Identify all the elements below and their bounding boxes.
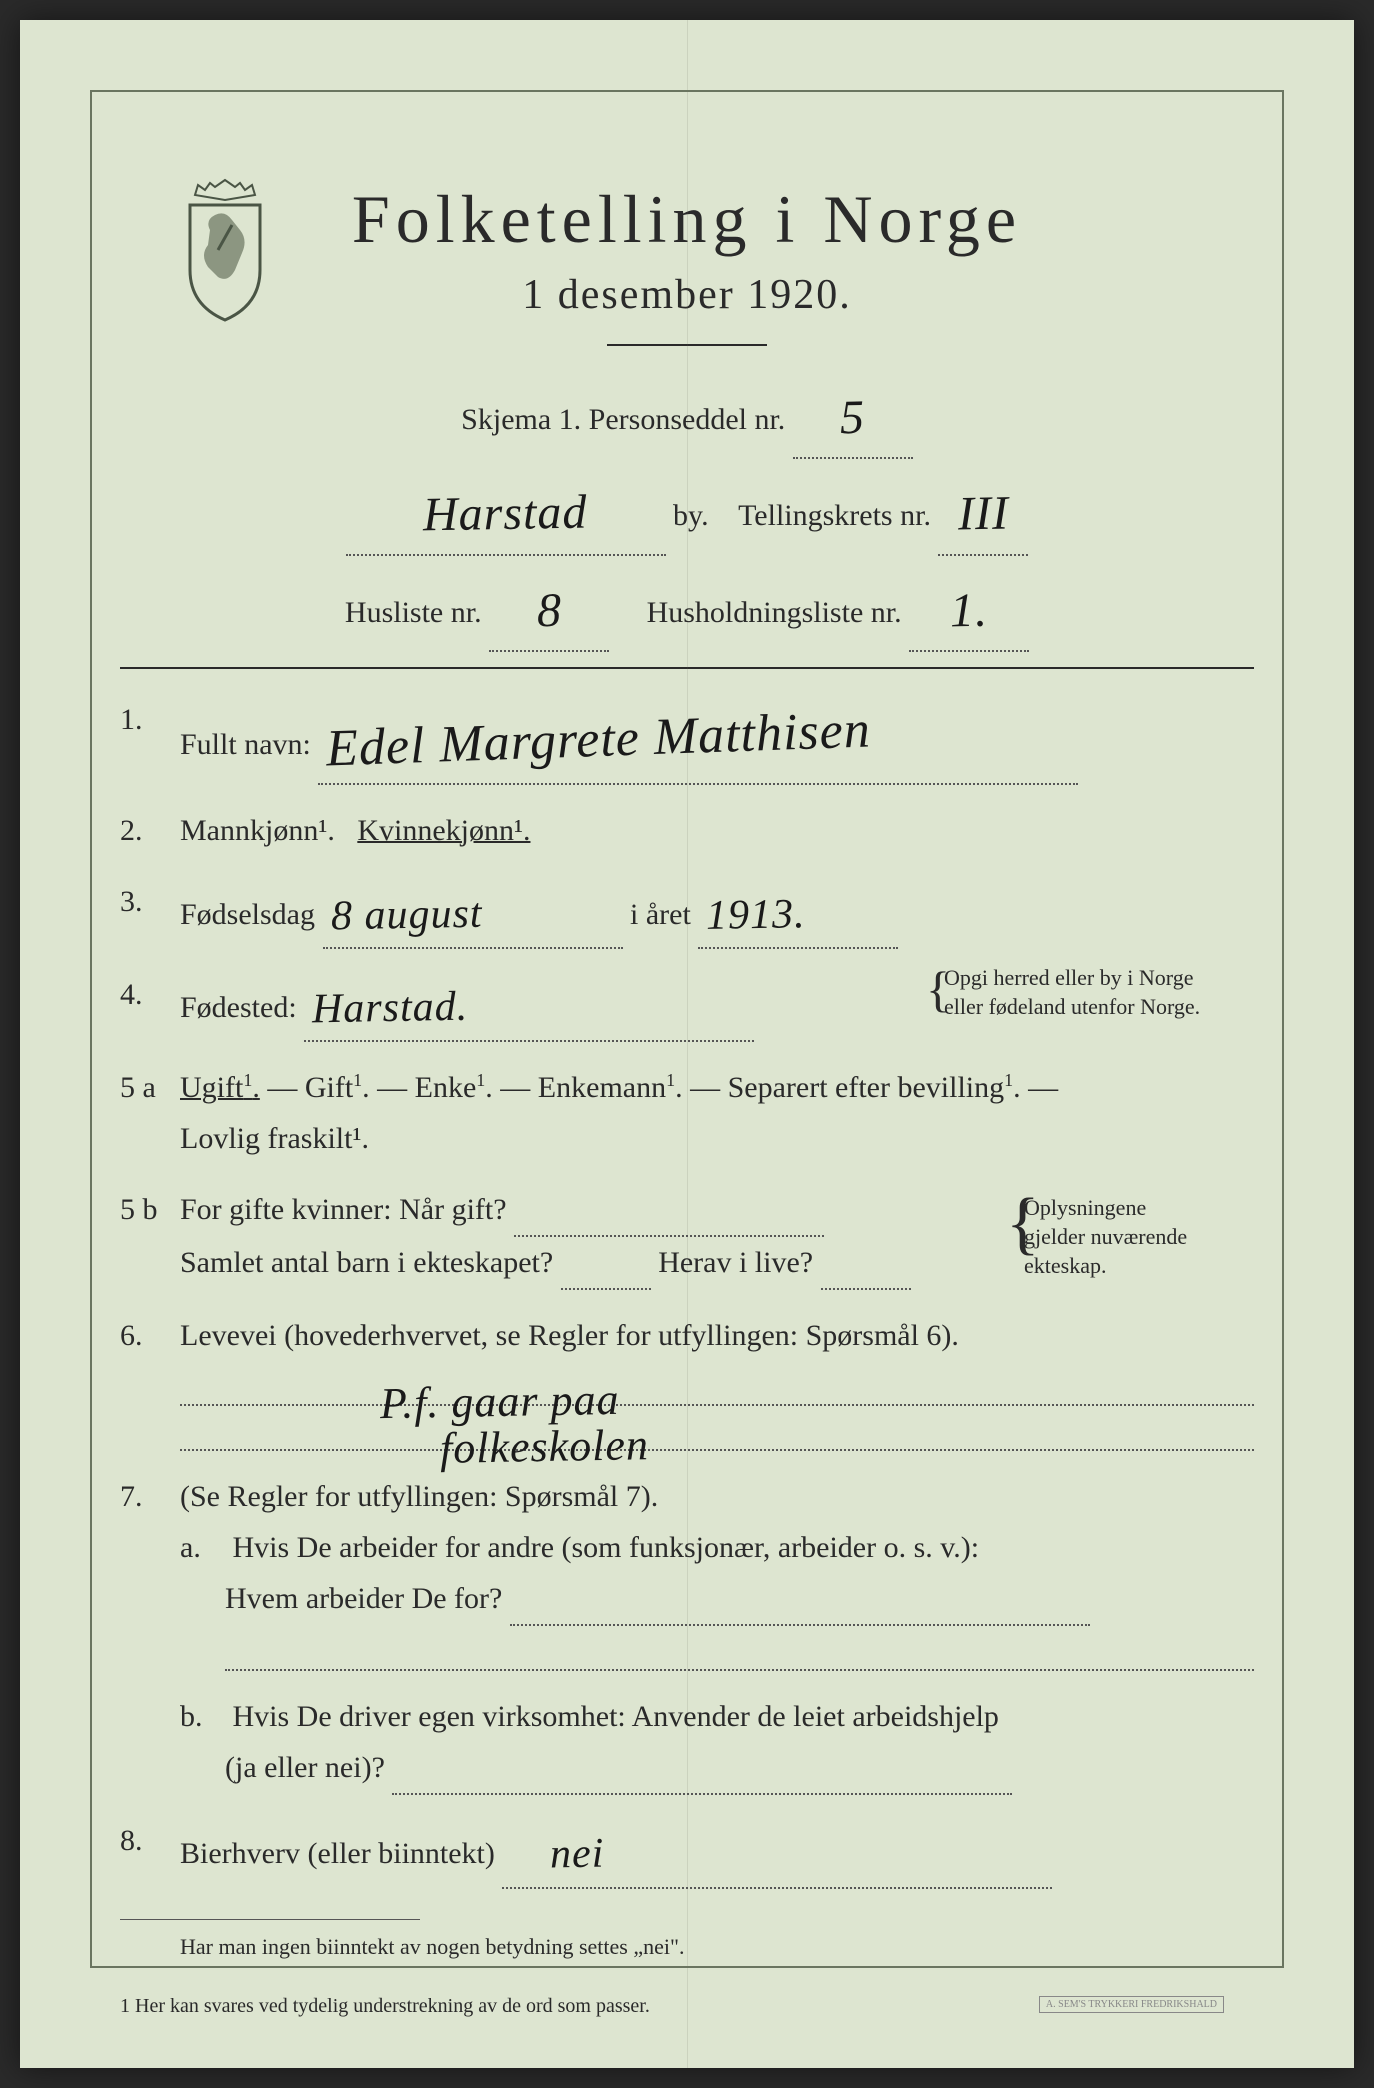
husliste-line: Husliste nr. 8 Husholdningsliste nr. 1.: [160, 564, 1214, 652]
q4-note-l1: Opgi herred eller by i Norge: [944, 965, 1193, 990]
by-line: Harstad by. Tellingskrets nr. III: [160, 467, 1214, 555]
q5b-label3: Herav i live?: [658, 1246, 813, 1279]
q7a-label: Hvis De arbeider for andre (som funksjon…: [233, 1531, 980, 1564]
q7a-q: Hvem arbeider De for?: [180, 1582, 502, 1615]
q3-mid: i året: [630, 898, 691, 931]
q8-label: Bierhverv (eller biinntekt): [180, 1837, 495, 1870]
q5b-num: 5 b: [120, 1184, 180, 1290]
q1-num: 1.: [120, 694, 180, 784]
q5b-note-l2: gjelder nuværende: [1024, 1224, 1187, 1249]
q8-row: 8. Bierhverv (eller biinntekt) nei: [120, 1815, 1254, 1888]
skjema-label: Skjema 1. Personseddel nr.: [461, 403, 785, 436]
q4-value: Harstad.: [312, 972, 469, 1046]
q5b-side-note: { Oplysningene gjelder nuværende ekteska…: [1024, 1194, 1254, 1280]
bracket-icon: {: [926, 964, 950, 1014]
q5a-num: 5 a: [120, 1062, 180, 1164]
q3-num: 3.: [120, 876, 180, 949]
personseddel-line: Skjema 1. Personseddel nr. 5: [160, 371, 1214, 459]
husholdning-label: Husholdningsliste nr.: [647, 596, 902, 629]
by-label: by.: [673, 499, 709, 532]
q5b-label1: For gifte kvinner: Når gift?: [180, 1193, 507, 1226]
husliste-label: Husliste nr.: [345, 596, 482, 629]
q2-kvinne: Kvinnekjønn¹.: [357, 814, 530, 847]
tellingskrets-value: III: [957, 471, 1009, 558]
q2-num: 2.: [120, 805, 180, 856]
husliste-value: 8: [536, 568, 563, 655]
q6-value-l2: folkeskolen: [439, 1409, 649, 1487]
q1-label: Fullt navn:: [180, 728, 311, 761]
q5a-opt2: Lovlig fraskilt¹.: [180, 1122, 369, 1155]
q8-value: nei: [550, 1819, 606, 1891]
q4-row: 4. Fødested: Harstad. { Opgi herred elle…: [120, 969, 1254, 1042]
q7a-letter: a.: [180, 1522, 225, 1573]
printer-mark: A. SEM'S TRYKKERI FREDRIKSHALD: [1039, 1996, 1224, 2013]
census-form-page: Folketelling i Norge 1 desember 1920. Sk…: [20, 20, 1354, 2068]
q1-row: 1. Fullt navn: Edel Margrete Matthisen: [120, 694, 1254, 784]
q5a-selected: Ugift1.: [180, 1071, 260, 1104]
q7b-q: (ja eller nei)?: [180, 1751, 385, 1784]
coat-of-arms-icon: [170, 175, 280, 325]
form-meta-section: Skjema 1. Personseddel nr. 5 Harstad by.…: [120, 371, 1254, 652]
tellingskrets-label: Tellingskrets nr.: [738, 499, 931, 532]
q7b-label: Hvis De driver egen virksomhet: Anvender…: [233, 1700, 999, 1733]
q5b-note-l1: Oplysningene: [1024, 1195, 1146, 1220]
bottom-instruction: 1 Her kan svares ved tydelig understrekn…: [120, 1995, 650, 2018]
q3-label: Fødselsdag: [180, 898, 315, 931]
q5b-label2: Samlet antal barn i ekteskapet?: [180, 1246, 553, 1279]
q7b-letter: b.: [180, 1691, 225, 1742]
q6-label: Levevei (hovederhvervet, se Regler for u…: [180, 1319, 959, 1352]
bracket-icon: {: [1006, 1189, 1040, 1259]
husholdning-value: 1.: [949, 567, 989, 654]
q3-year-value: 1913.: [706, 879, 807, 952]
q4-num: 4.: [120, 969, 180, 1042]
q2-mann: Mannkjønn¹.: [180, 814, 335, 847]
footnote-divider: [120, 1919, 420, 1920]
q3-day-value: 8 august: [330, 878, 483, 952]
q5b-row: 5 b For gifte kvinner: Når gift? Samlet …: [120, 1184, 1254, 1290]
q4-label: Fødested:: [180, 991, 297, 1024]
q4-side-note: { Opgi herred eller by i Norge eller fød…: [944, 964, 1254, 1021]
q7-num: 7.: [120, 1471, 180, 1522]
q6-num: 6.: [120, 1310, 180, 1451]
personseddel-value: 5: [840, 375, 867, 462]
q8-num: 8.: [120, 1815, 180, 1888]
q4-note-l2: eller fødeland utenfor Norge.: [944, 994, 1200, 1019]
q7-label: (Se Regler for utfyllingen: Spørsmål 7).: [180, 1471, 1254, 1522]
q1-value: Edel Margrete Matthisen: [325, 687, 873, 794]
by-value: Harstad: [423, 470, 589, 559]
